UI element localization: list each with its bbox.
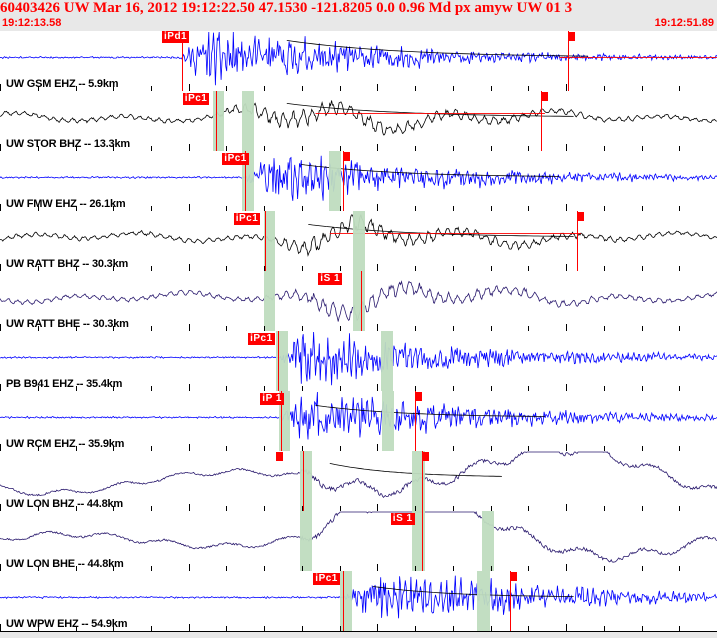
window-start-time: 19:12:13.58 xyxy=(2,17,62,29)
s-window-band xyxy=(263,211,276,271)
trace-label: UW GSM EHZ -- 5.9km xyxy=(6,78,119,90)
pick-label-is1[interactable]: iS 1 xyxy=(390,513,415,525)
s-window-band xyxy=(412,451,426,511)
trace-panel[interactable]: iP 1 UW RCM EHZ -- 35.9km xyxy=(0,391,717,452)
s-window-band xyxy=(352,211,365,271)
pick-line[interactable] xyxy=(182,31,184,91)
pick-marker[interactable] xyxy=(567,32,575,41)
pick-marker[interactable] xyxy=(576,212,584,221)
waveform-trace xyxy=(0,511,717,563)
trace-label: UW LON BHZ -- 44.8km xyxy=(6,498,124,510)
pick-marker[interactable] xyxy=(422,452,430,461)
pick-label-ip1[interactable]: iP 1 xyxy=(260,393,284,405)
time-axis-ticks xyxy=(0,144,717,151)
trace-label: UW FMW EHZ -- 26.1km xyxy=(6,198,126,210)
pick-label-ipc1[interactable]: iPc1 xyxy=(233,213,261,225)
time-window-bar: 19:12:13.58 19:12:51.89 xyxy=(0,17,717,31)
pick-label-is1[interactable]: iS 1 xyxy=(318,273,343,285)
pick-label-ipc1[interactable]: iPc1 xyxy=(182,93,210,105)
waveform-trace xyxy=(0,575,717,619)
pick-label-ipc1[interactable]: iPc1 xyxy=(313,573,340,585)
s-window-band xyxy=(263,271,276,331)
pick-marker[interactable] xyxy=(509,572,517,581)
trace-label: PB B941 EHZ -- 35.4km xyxy=(6,378,123,390)
time-axis-ticks xyxy=(0,204,717,211)
s-window-band xyxy=(212,91,224,151)
trace-label: UW STOR BHZ -- 13.3km xyxy=(6,138,130,150)
s-window-band xyxy=(299,511,312,571)
time-axis-ticks xyxy=(0,384,717,391)
time-axis-ticks xyxy=(0,84,717,91)
waveform-trace xyxy=(0,100,717,136)
pick-marker[interactable] xyxy=(276,452,283,461)
s-window-band xyxy=(476,571,490,631)
pick-line[interactable] xyxy=(509,571,511,631)
waveform-trace xyxy=(0,391,717,440)
pick-label-ipc1[interactable]: iPc1 xyxy=(248,333,275,345)
pick-line[interactable] xyxy=(422,451,424,511)
time-axis-ticks xyxy=(0,564,717,571)
pick-line[interactable] xyxy=(281,391,283,451)
pick-line[interactable] xyxy=(422,511,424,571)
waveform-trace xyxy=(0,155,717,201)
time-axis-ticks xyxy=(0,444,717,451)
pick-line[interactable] xyxy=(576,211,578,271)
s-window-band xyxy=(380,331,393,391)
pick-line[interactable] xyxy=(342,151,344,211)
trace-label: UW RATT BHE -- 30.3km xyxy=(6,318,129,330)
pick-marker[interactable] xyxy=(541,92,549,101)
pick-marker[interactable] xyxy=(342,152,350,161)
pick-label-ipc1[interactable]: iPc1 xyxy=(222,153,249,165)
time-axis-ticks xyxy=(0,504,717,511)
s-window-band xyxy=(329,151,342,211)
trace-panel[interactable]: iPd1 UW GSM EHZ -- 5.9km xyxy=(0,31,717,92)
trace-panel[interactable]: iS 1 UW RATT BHE -- 30.3km xyxy=(0,271,717,332)
window-end-time: 19:12:51.89 xyxy=(654,17,714,29)
trace-label: UW RATT BHZ -- 30.3km xyxy=(6,258,129,270)
event-header-title: 60403426 UW Mar 16, 2012 19:12:22.50 47.… xyxy=(0,0,573,16)
pick-line[interactable] xyxy=(215,91,217,151)
pick-line[interactable] xyxy=(541,91,543,151)
s-window-band xyxy=(412,511,426,571)
pick-marker[interactable] xyxy=(415,392,423,401)
trace-label: UW LON BHE -- 44.8km xyxy=(6,558,124,570)
trace-panel[interactable]: iPc1 PB B941 EHZ -- 35.4km xyxy=(0,331,717,392)
pick-line[interactable] xyxy=(567,31,569,91)
s-window-band xyxy=(278,391,291,451)
pick-line[interactable] xyxy=(361,271,363,331)
trace-label: UW WPW EHZ -- 54.9km xyxy=(6,618,128,630)
trace-panel[interactable]: iPc1 UW RATT BHZ -- 30.3km xyxy=(0,211,717,272)
pick-line[interactable] xyxy=(342,571,344,631)
pick-label-ipd1[interactable]: iPd1 xyxy=(162,31,190,43)
trace-panel[interactable]: iPc1 UW STOR BHZ -- 13.3km xyxy=(0,91,717,152)
trace-label: UW RCM EHZ -- 35.9km xyxy=(6,438,125,450)
waveform-trace xyxy=(0,31,717,86)
s-window-band xyxy=(382,391,395,451)
time-axis-ticks xyxy=(0,324,717,331)
s-window-band xyxy=(242,151,254,211)
pick-line[interactable] xyxy=(244,151,246,211)
s-window-band xyxy=(276,331,288,391)
trace-panel[interactable]: iPc1 UW FMW EHZ -- 26.1km xyxy=(0,151,717,212)
s-window-band xyxy=(352,271,365,331)
trace-panel[interactable]: UW LON BHZ -- 44.8km xyxy=(0,451,717,512)
waveform-trace xyxy=(0,331,717,386)
time-axis-ticks xyxy=(0,264,717,271)
pick-line[interactable] xyxy=(278,331,280,391)
time-axis-ticks xyxy=(0,624,717,631)
s-window-band xyxy=(242,91,254,151)
pick-line[interactable] xyxy=(303,451,305,511)
pick-line[interactable] xyxy=(265,211,267,271)
trace-panel[interactable]: iPc1 UW WPW EHZ -- 54.9km xyxy=(0,571,717,632)
pick-line[interactable] xyxy=(415,391,417,451)
s-window-band xyxy=(299,451,312,511)
trace-panel[interactable]: iS 1 UW LON BHE -- 44.8km xyxy=(0,511,717,572)
s-window-band xyxy=(481,511,494,571)
